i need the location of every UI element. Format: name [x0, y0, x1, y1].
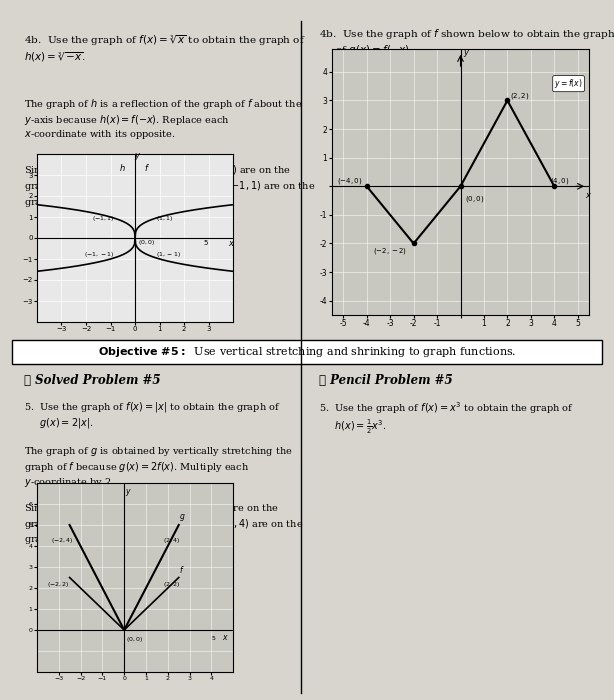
Text: $(0,0)$: $(0,0)$: [465, 194, 484, 204]
Text: $(-2,2)$: $(-2,2)$: [47, 580, 69, 589]
Text: $(2,2)$: $(2,2)$: [510, 91, 529, 101]
Text: 5: 5: [211, 636, 216, 641]
Text: $(4,0)$: $(4,0)$: [550, 176, 569, 186]
Text: $x$: $x$: [222, 634, 229, 643]
Text: Since the points $(-1,-1)$, $(0,0)$, and $(1,1)$ are on the
graph of $f$, the po: Since the points $(-1,-1)$, $(0,0)$, and…: [23, 163, 315, 209]
Text: $(0,0)$: $(0,0)$: [126, 634, 144, 643]
Text: 4b.  Use the graph of $f$ shown below to obtain the graph
     of $g(x)=f(-x)$.: 4b. Use the graph of $f$ shown below to …: [319, 27, 614, 57]
Text: 5.  Use the graph of $f(x)=|x|$ to obtain the graph of
     $g(x)=2|x|$.: 5. Use the graph of $f(x)=|x|$ to obtain…: [23, 400, 280, 430]
Text: $(1,-1)$: $(1,-1)$: [156, 250, 181, 259]
Text: $(-2,-2)$: $(-2,-2)$: [373, 246, 406, 256]
Text: The graph of $g$ is obtained by vertically stretching the
graph of $f$ because $: The graph of $g$ is obtained by vertical…: [23, 445, 303, 546]
Text: The graph of $h$ is a reflection of the graph of $f$ about the
$y$-axis because : The graph of $h$ is a reflection of the …: [23, 97, 302, 141]
Text: $\mathbf{Objective\ \#5:}$  Use vertical stretching and shrinking to graph funct: $\mathbf{Objective\ \#5:}$ Use vertical …: [98, 345, 516, 358]
Text: $(-2,4)$: $(-2,4)$: [52, 536, 74, 545]
Text: $y$: $y$: [125, 486, 132, 498]
Text: $(-1,1)$: $(-1,1)$: [91, 214, 114, 223]
Text: $h$: $h$: [120, 162, 126, 173]
Text: 4b.  Use the graph of $f(x)=\sqrt[3]{x}$ to obtain the graph of
$h(x)=\sqrt[3]{-: 4b. Use the graph of $f(x)=\sqrt[3]{x}$ …: [23, 34, 305, 64]
Text: $(2,2)$: $(2,2)$: [163, 580, 181, 589]
Text: $x$: $x$: [585, 190, 592, 199]
Text: $y=f(x)$: $y=f(x)$: [554, 77, 583, 90]
Text: 5: 5: [204, 240, 208, 246]
Text: $f$: $f$: [144, 162, 150, 173]
Text: $y$: $y$: [134, 151, 141, 162]
Text: $x$: $x$: [228, 239, 236, 248]
Text: $y$: $y$: [463, 48, 470, 59]
Text: $(-4,0)$: $(-4,0)$: [336, 176, 362, 186]
Text: $(1,1)$: $(1,1)$: [156, 214, 173, 223]
Text: $(0,0)$: $(0,0)$: [138, 238, 155, 247]
Text: $(-1,-1)$: $(-1,-1)$: [84, 250, 114, 259]
Text: 5.  Use the graph of $f(x)=x^3$ to obtain the graph of
     $h(x)=\frac{1}{2}x^3: 5. Use the graph of $f(x)=x^3$ to obtain…: [319, 400, 574, 437]
Text: $g$: $g$: [179, 512, 185, 523]
Text: $(2,4)$: $(2,4)$: [163, 536, 181, 545]
Text: 🖉 Pencil Problem #5: 🖉 Pencil Problem #5: [319, 374, 453, 387]
Text: $f$: $f$: [179, 564, 184, 575]
Text: ✓ Solved Problem #5: ✓ Solved Problem #5: [23, 374, 160, 387]
